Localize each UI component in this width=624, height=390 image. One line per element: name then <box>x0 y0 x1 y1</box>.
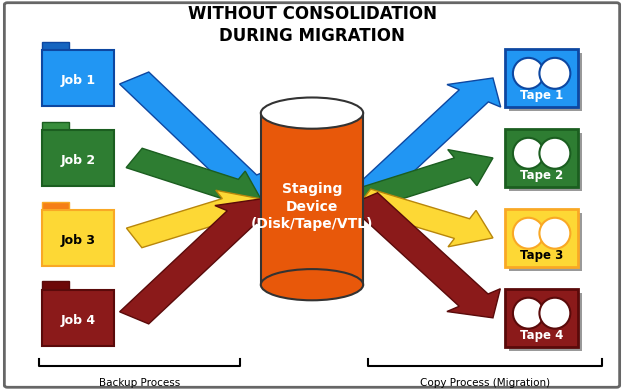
Polygon shape <box>120 199 269 324</box>
Text: Job 1: Job 1 <box>61 74 95 87</box>
FancyBboxPatch shape <box>42 210 114 266</box>
FancyBboxPatch shape <box>4 3 620 387</box>
FancyBboxPatch shape <box>509 292 582 351</box>
Ellipse shape <box>513 298 544 329</box>
Text: Job 4: Job 4 <box>61 314 95 326</box>
Ellipse shape <box>539 58 570 89</box>
Ellipse shape <box>261 269 363 300</box>
FancyBboxPatch shape <box>42 202 69 211</box>
Text: Tape 3: Tape 3 <box>520 249 563 262</box>
Ellipse shape <box>539 298 570 329</box>
Text: Tape 4: Tape 4 <box>520 329 563 342</box>
Text: Tape 1: Tape 1 <box>520 89 563 102</box>
Polygon shape <box>126 148 261 207</box>
Polygon shape <box>349 78 500 205</box>
Ellipse shape <box>261 98 363 129</box>
FancyBboxPatch shape <box>42 282 69 291</box>
FancyBboxPatch shape <box>42 42 69 51</box>
FancyBboxPatch shape <box>42 122 69 131</box>
FancyBboxPatch shape <box>505 289 578 347</box>
FancyBboxPatch shape <box>505 209 578 267</box>
FancyBboxPatch shape <box>509 213 582 271</box>
Text: WITHOUT CONSOLIDATION
DURING MIGRATION: WITHOUT CONSOLIDATION DURING MIGRATION <box>187 5 437 46</box>
Text: Backup Process
to Staging Area: Backup Process to Staging Area <box>99 378 180 390</box>
FancyBboxPatch shape <box>42 289 114 346</box>
FancyBboxPatch shape <box>505 129 578 187</box>
Text: Staging
Device
(Disk/Tape/VTL): Staging Device (Disk/Tape/VTL) <box>251 183 373 231</box>
Text: Tape 2: Tape 2 <box>520 169 563 182</box>
Ellipse shape <box>539 218 570 249</box>
Polygon shape <box>356 189 493 247</box>
Text: Job 3: Job 3 <box>61 234 95 246</box>
Polygon shape <box>127 190 261 248</box>
FancyBboxPatch shape <box>42 129 114 186</box>
Polygon shape <box>349 193 500 318</box>
FancyBboxPatch shape <box>509 133 582 191</box>
FancyBboxPatch shape <box>42 50 114 106</box>
Ellipse shape <box>539 138 570 169</box>
Ellipse shape <box>513 138 544 169</box>
Ellipse shape <box>513 58 544 89</box>
Bar <box>261 113 363 285</box>
Text: Copy Process (Migration)
to Final Destination: Copy Process (Migration) to Final Destin… <box>420 378 550 390</box>
Text: Job 2: Job 2 <box>61 154 95 167</box>
Polygon shape <box>355 150 493 209</box>
FancyBboxPatch shape <box>509 53 582 111</box>
Ellipse shape <box>513 218 544 249</box>
Polygon shape <box>120 72 269 199</box>
FancyBboxPatch shape <box>505 49 578 107</box>
